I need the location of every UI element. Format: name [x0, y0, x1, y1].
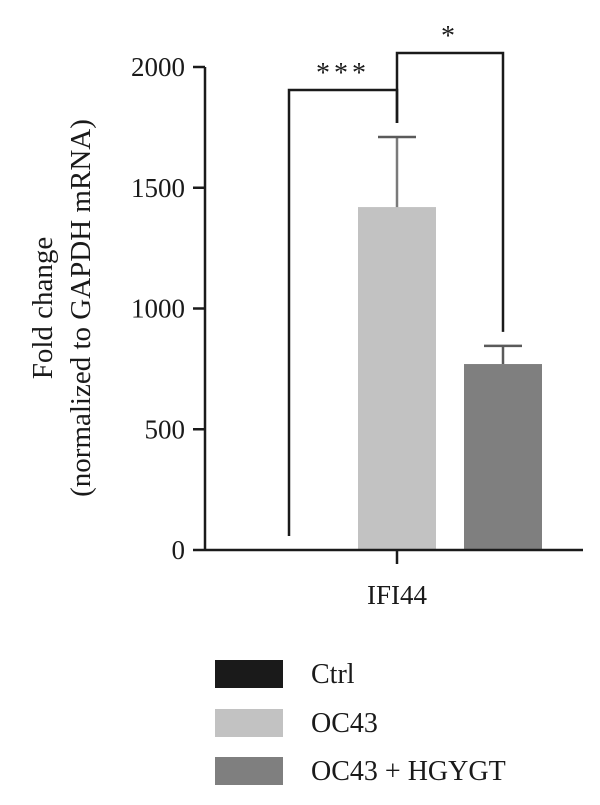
x-axis: IFI44	[205, 548, 583, 610]
bar-oc43-hgygt	[464, 364, 542, 550]
significance-brackets: ****	[287, 21, 505, 536]
legend-swatch	[215, 709, 283, 737]
y-tick-label: 1500	[131, 173, 185, 203]
bar-oc43	[358, 207, 436, 550]
error-bars	[378, 135, 522, 365]
y-axis-title-line2: (normalized to GAPDH mRNA)	[65, 119, 97, 497]
significance-label: *	[441, 21, 459, 52]
y-axis-title-line1: Fold change	[27, 237, 59, 380]
y-tick-label: 500	[145, 414, 186, 444]
legend-label: Ctrl	[311, 659, 355, 690]
y-axis: 0 500 1000 1500 2000	[131, 52, 207, 565]
y-tick-label: 0	[172, 535, 186, 565]
legend-swatch	[215, 660, 283, 688]
y-axis-title: Fold change (normalized to GAPDH mRNA)	[27, 119, 97, 497]
legend-label: OC43 + HGYGT	[311, 756, 506, 787]
legend: Ctrl OC43 OC43 + HGYGT	[215, 659, 506, 787]
legend-swatch	[215, 757, 283, 785]
x-category-label: IFI44	[367, 580, 427, 610]
y-tick-label: 2000	[131, 52, 185, 82]
bars	[250, 207, 542, 551]
y-tick-label: 1000	[131, 294, 185, 324]
significance-bracket	[395, 51, 505, 332]
significance-label: ***	[316, 58, 370, 89]
legend-label: OC43	[311, 708, 378, 739]
